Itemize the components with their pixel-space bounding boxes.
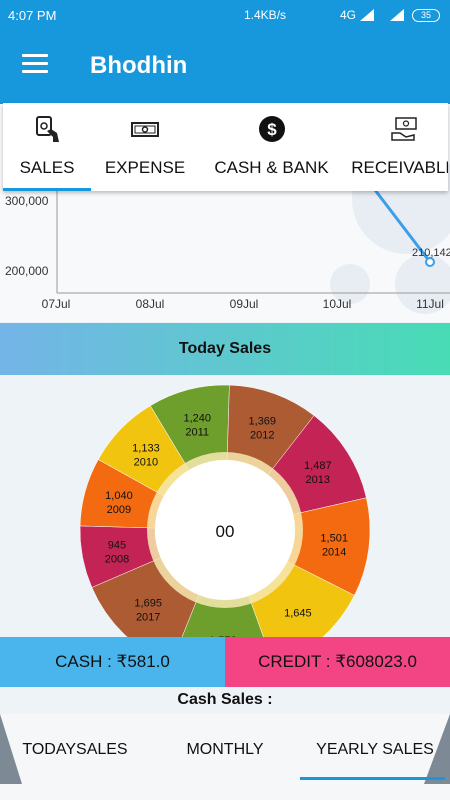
donut-center xyxy=(155,460,295,600)
sales-line xyxy=(370,186,432,263)
slice-year-label: 2010 xyxy=(134,457,158,469)
cash-total: CASH : ₹581.0 xyxy=(0,637,225,687)
selected-tab-indicator xyxy=(300,777,445,780)
slice-value-label: 1,695 xyxy=(134,598,162,610)
cash-hand-icon xyxy=(36,116,59,142)
tab-receivable[interactable]: RECEIVABLE xyxy=(344,103,448,191)
slice-year-label: 2009 xyxy=(107,504,131,516)
slice-value-label: 1,040 xyxy=(105,490,133,502)
app-title: Bhodhin xyxy=(90,52,188,79)
slice-year-label: 2013 xyxy=(306,474,330,486)
slice-value-label: 1,645 xyxy=(284,607,312,619)
donut-center-value: 00 xyxy=(216,522,235,541)
network-type: 4G xyxy=(340,8,357,22)
today-sales-donut-area: 1,240 2011 1,369 2012 1,487 2013 1,501 2014 1,64… xyxy=(0,375,450,637)
x-tick-label: 10Jul xyxy=(323,297,352,311)
today-sales-header: Today Sales xyxy=(0,323,450,375)
slice-year-label: 2011 xyxy=(185,427,209,439)
tab-label: EXPENSE xyxy=(104,158,186,177)
y-tick-label: 300,000 xyxy=(5,194,49,208)
dollar-circle-icon: $ xyxy=(258,116,285,142)
hamburger-menu-icon[interactable] xyxy=(22,54,48,78)
credit-total: CREDIT : ₹608023.0 xyxy=(225,637,450,687)
slice-value-label: 1,240 xyxy=(183,413,211,425)
banknote-icon xyxy=(131,122,159,137)
scroll-edge-right xyxy=(424,714,450,784)
decorative-circle xyxy=(395,254,450,314)
sales-summary: CASH : ₹581.0 CREDIT : ₹608023.0 xyxy=(0,637,450,687)
y-tick-label: 200,000 xyxy=(5,264,49,278)
tab-label: CASH & BANK xyxy=(214,158,329,177)
battery-icon: 35 xyxy=(412,9,440,22)
tab-label: RECEIVABLE xyxy=(351,158,448,177)
today-sales-donut-chart: 1,240 2011 1,369 2012 1,487 2013 1,501 2014 1,64… xyxy=(79,384,371,637)
selected-tab-indicator xyxy=(3,188,91,191)
cash-sales-label: Cash Sales : xyxy=(177,691,273,708)
tab-yearly-sales[interactable]: YEARLY SALES xyxy=(316,741,434,758)
decorative-circle xyxy=(330,264,370,304)
tab-monthly[interactable]: MONTHLY xyxy=(186,741,264,758)
app-bar: Bhodhin xyxy=(0,30,450,104)
money-transfer-icon xyxy=(391,117,417,141)
tab-cash-bank[interactable]: $ CASH & BANK xyxy=(199,103,344,191)
scroll-edge-left xyxy=(0,714,22,784)
slice-year-label: 2008 xyxy=(105,554,129,566)
tab-label: SALES xyxy=(19,158,75,177)
slice-value-label: 1,578 xyxy=(209,635,237,637)
tab-today-sales[interactable]: TODAYSALES xyxy=(22,741,128,758)
status-bar: 4:07 PM 1.4KB/s 4G 35 xyxy=(0,0,450,30)
signal-icon xyxy=(390,9,404,21)
data-point-label: 210,142 xyxy=(412,247,450,259)
slice-year-label: 2014 xyxy=(322,546,346,558)
svg-text:$: $ xyxy=(267,120,277,139)
sales-period-tabs: TODAYSALES MONTHLY YEARLY SALES xyxy=(0,714,450,800)
x-tick-label: 09Jul xyxy=(230,297,259,311)
data-point[interactable] xyxy=(425,257,435,267)
tab-expense[interactable]: EXPENSE xyxy=(91,103,199,191)
slice-year-label: 2012 xyxy=(250,430,274,442)
slice-value-label: 1,369 xyxy=(249,416,277,428)
slice-value-label: 1,133 xyxy=(132,443,160,455)
slice-value-label: 945 xyxy=(108,540,126,552)
network-speed: 1.4KB/s xyxy=(244,8,287,22)
x-tick-label: 08Jul xyxy=(136,297,165,311)
sales-line-chart: 300,000 200,000 07Jul 08Jul 09Jul 10Jul … xyxy=(5,186,450,311)
category-tabs: SALES EXPENSE $ CASH & BANK RECEIVABLE xyxy=(3,103,448,191)
status-time: 4:07 PM xyxy=(8,8,57,23)
x-tick-label: 11Jul xyxy=(416,297,444,311)
slice-value-label: 1,501 xyxy=(320,532,348,544)
slice-value-label: 1,487 xyxy=(304,460,332,472)
slice-year-label: 2017 xyxy=(136,612,160,624)
signal-icon xyxy=(360,9,374,21)
x-tick-label: 07Jul xyxy=(42,297,71,311)
tab-sales[interactable]: SALES xyxy=(3,103,91,191)
